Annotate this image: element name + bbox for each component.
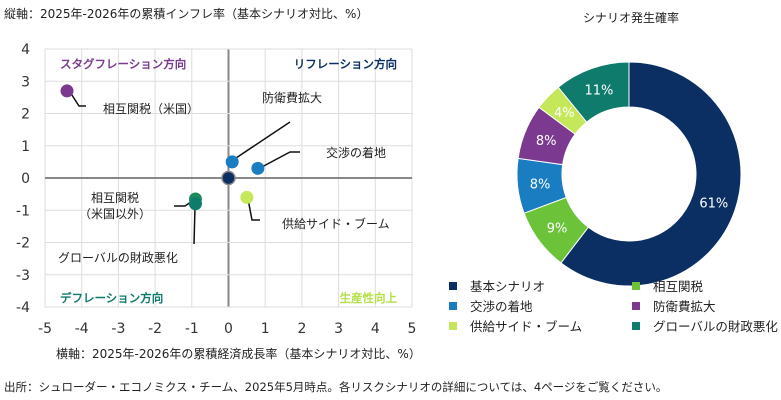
legend-label: 相互関税: [653, 279, 704, 294]
y-tick-label: 3: [21, 74, 30, 90]
x-tick-label: 5: [408, 321, 417, 337]
point-label: 供給サイド・ブーム: [282, 216, 390, 231]
legend-swatch: [632, 322, 640, 330]
donut-value-label: 11%: [585, 84, 614, 99]
x-tick-label: 1: [261, 321, 270, 337]
y-tick-label: -2: [16, 236, 30, 252]
point-label: 相互関税: [91, 191, 139, 205]
donut-value-label: 4%: [554, 106, 575, 121]
donut-value-label: 61%: [699, 197, 728, 212]
legend-label: 基本シナリオ: [470, 279, 545, 294]
quadrant-label: スタグフレーション方向: [60, 57, 186, 71]
donut-title: シナリオ発生確率: [583, 11, 680, 25]
leader-line: [69, 91, 86, 107]
donut-value-label: 8%: [530, 178, 551, 193]
scatter-point: [188, 197, 202, 211]
point-label: 相互関税（米国）: [103, 102, 199, 116]
y-tick-label: -3: [16, 268, 30, 284]
point-label: 交渉の着地: [326, 145, 386, 160]
legend-swatch: [449, 322, 457, 330]
x-tick-label: 3: [334, 321, 343, 337]
donut-slice: [557, 61, 630, 123]
donut-value-label: 9%: [547, 221, 568, 236]
legend-swatch: [632, 302, 640, 310]
scatter-point: [251, 161, 265, 175]
x-tick-label: 2: [297, 321, 306, 337]
point-label: （米国以外）: [79, 207, 151, 221]
x-tick-label: -2: [148, 321, 162, 337]
y-tick-label: -1: [16, 203, 30, 219]
legend-label: 交渉の着地: [470, 299, 533, 314]
legend-swatch: [449, 302, 457, 310]
x-tick-label: -3: [111, 321, 125, 337]
donut-value-label: 8%: [536, 134, 557, 149]
x-tick-label: 0: [224, 321, 233, 337]
x-tick-label: -1: [185, 321, 199, 337]
scatter-point: [60, 84, 74, 98]
legend-label: 供給サイド・ブーム: [470, 319, 582, 334]
y-tick-label: -4: [16, 300, 30, 316]
quadrant-label: 生産性向上: [340, 291, 398, 305]
legend-label: グローバルの財政悪化: [653, 319, 778, 334]
legend-swatch: [449, 282, 457, 290]
leader-line: [193, 206, 196, 245]
y-tick-label: 0: [21, 171, 30, 187]
donut-slice: [560, 61, 742, 287]
legend-label: 防衛費拡大: [653, 299, 716, 314]
x-tick-label: -5: [38, 321, 52, 337]
scatter-point: [221, 170, 236, 186]
quadrant-label: デフレーション方向: [60, 291, 163, 305]
source-note: 出所：シュローダー・エコノミクス・チーム、2025年5月時点。各リスクシナリオの…: [4, 380, 668, 394]
point-label: グローバルの財政悪化: [58, 250, 178, 265]
leader-line: [259, 151, 300, 169]
point-label: 防衛費拡大: [262, 90, 322, 105]
leader-line: [232, 121, 291, 161]
scatter-point: [225, 155, 239, 169]
scatter-point: [240, 190, 254, 204]
y-axis-title: 縦軸：2025年-2026年の累積インフレ率（基本シナリオ対比、%）: [4, 7, 369, 21]
y-tick-label: 4: [21, 42, 30, 58]
x-tick-label: 4: [371, 321, 380, 337]
legend-swatch: [632, 282, 640, 290]
x-axis-title: 横軸：2025年-2026年の累積経済成長率（基本シナリオ対比、%）: [56, 347, 421, 361]
y-tick-label: 2: [21, 107, 30, 123]
leader-line: [247, 198, 260, 221]
y-tick-label: 1: [21, 139, 30, 155]
x-tick-label: -4: [75, 321, 89, 337]
quadrant-label: リフレーション方向: [294, 57, 397, 71]
